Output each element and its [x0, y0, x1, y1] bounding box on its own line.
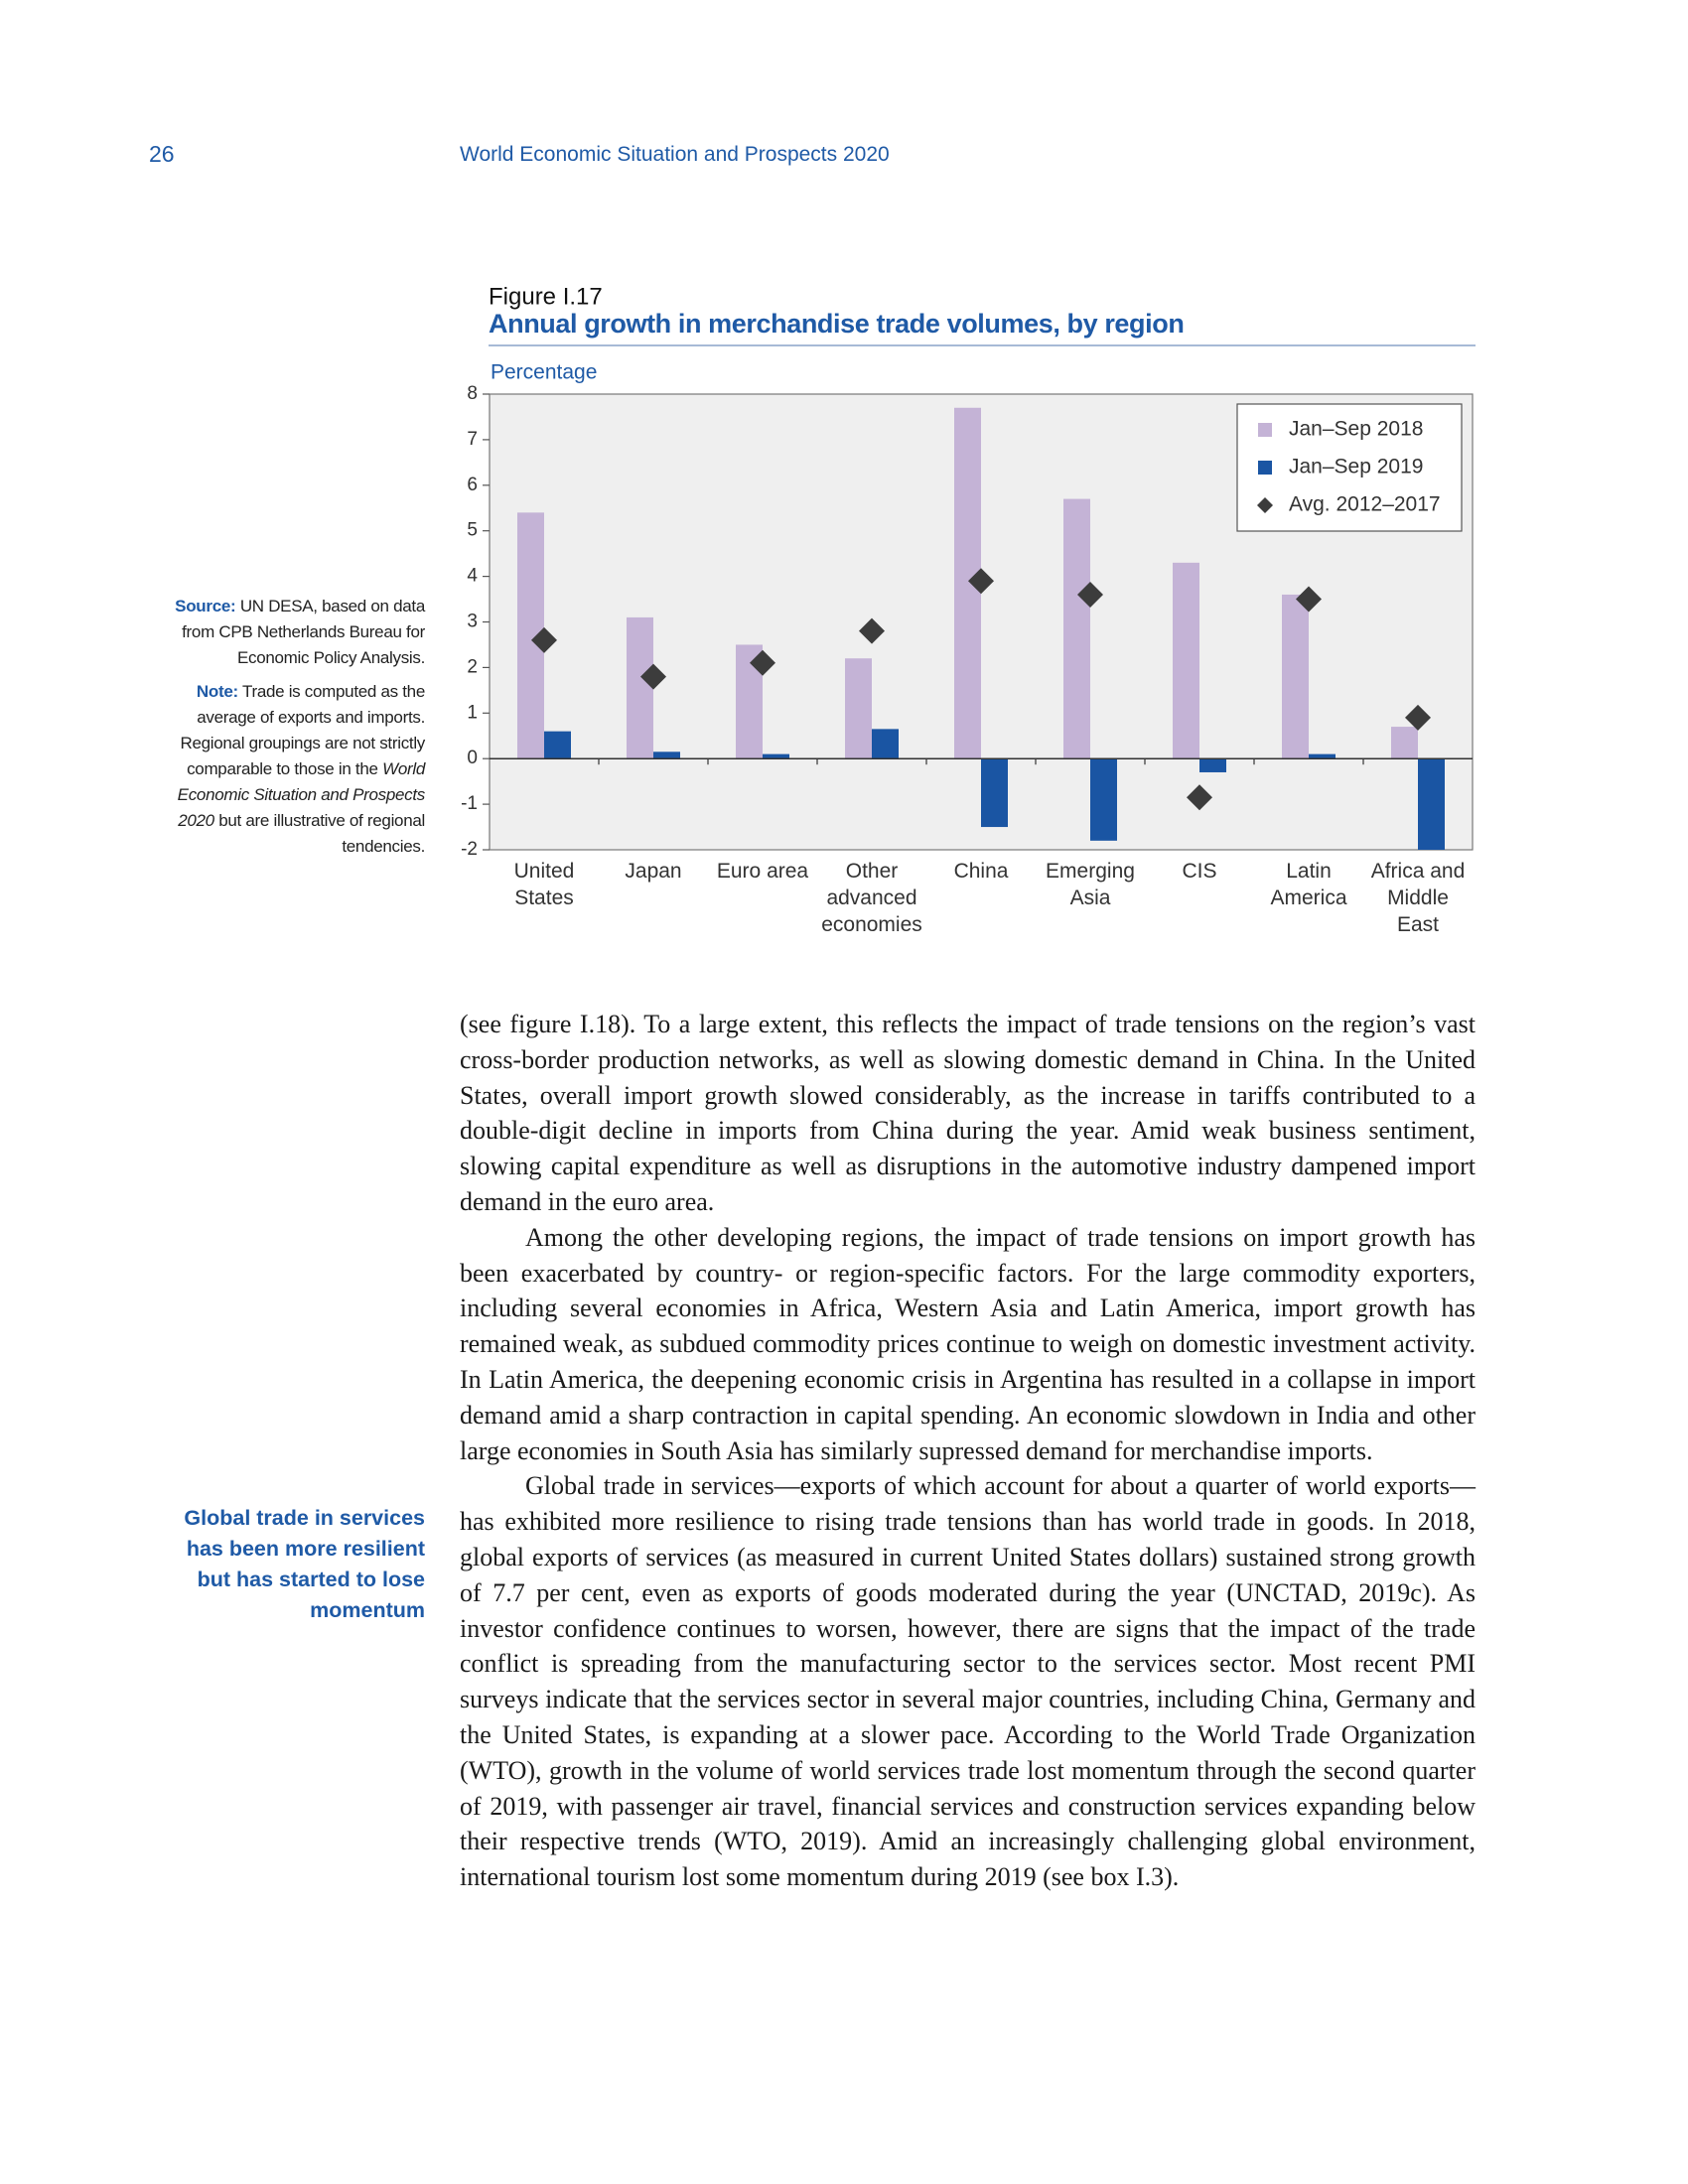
- y-tick-label: 3: [467, 612, 478, 632]
- x-tick-label: United States: [514, 860, 575, 909]
- bar: [544, 731, 571, 759]
- y-axis-label: Percentage: [491, 361, 597, 384]
- bar: [1391, 727, 1418, 759]
- bar: [653, 751, 680, 759]
- bar: [1063, 498, 1090, 759]
- note-text: but are illustrative of regional tendenc…: [218, 811, 425, 856]
- chart: Figure I.17 Annual growth in merchandise…: [461, 283, 1476, 936]
- y-tick-label: 1: [467, 702, 478, 723]
- diamond-marker: [1296, 586, 1322, 613]
- diamond-marker: [640, 663, 666, 690]
- legend-swatch: [1257, 497, 1273, 513]
- x-tick-label: CIS: [1182, 860, 1216, 883]
- note: Note: Trade is computed as the average o…: [139, 679, 426, 860]
- y-tick-label: 8: [467, 383, 478, 404]
- diamond-marker: [750, 649, 775, 676]
- note-label: Note:: [196, 682, 238, 701]
- x-tick-label: Emerging Asia: [1046, 860, 1135, 909]
- bar: [1309, 753, 1336, 759]
- paragraph: (see figure I.18). To a large extent, th…: [460, 1010, 1476, 1216]
- diamond-marker: [531, 626, 557, 653]
- y-tick-label: 5: [467, 520, 478, 541]
- figure-label: Figure I.17: [489, 283, 603, 310]
- body-text: (see figure I.18). To a large extent, th…: [460, 1007, 1476, 1895]
- bar: [845, 658, 872, 759]
- legend-label: Jan–Sep 2019: [1289, 456, 1423, 478]
- bar: [1199, 758, 1226, 772]
- x-tick-label: China: [954, 860, 1009, 883]
- x-tick-label: Euro area: [717, 860, 809, 883]
- y-tick-label: 2: [467, 656, 478, 677]
- bar: [872, 729, 899, 759]
- diamond-marker: [859, 617, 885, 644]
- y-tick-label: 0: [467, 748, 478, 768]
- diamond-marker: [968, 568, 994, 595]
- source-text: UN DESA, based on data from CPB Netherla…: [182, 597, 425, 667]
- diamond-marker: [1187, 784, 1212, 811]
- running-title: World Economic Situation and Prospects 2…: [460, 143, 890, 166]
- bar: [981, 758, 1008, 828]
- bar: [1090, 758, 1117, 841]
- bar: [763, 753, 789, 759]
- y-tick-label: 6: [467, 475, 478, 495]
- x-tick-label: Other advanced economies: [821, 860, 922, 936]
- x-tick-label: Africa and Middle East: [1371, 860, 1466, 936]
- diamond-marker: [1077, 581, 1103, 608]
- bar: [627, 616, 653, 759]
- legend-swatch: [1258, 423, 1272, 437]
- legend-swatch: [1258, 461, 1272, 475]
- legend-box: [1236, 403, 1463, 532]
- y-tick-label: 4: [467, 566, 478, 587]
- paragraph: Global trade in services—exports of whic…: [460, 1471, 1476, 1892]
- margin-heading: Global trade in services has been more r…: [184, 1506, 425, 1622]
- figure-notes: Source: UN DESA, based on data from CPB …: [139, 594, 425, 868]
- diamond-marker: [1405, 704, 1431, 731]
- y-tick-label: -1: [461, 793, 478, 814]
- bar: [1282, 594, 1309, 759]
- chart-title: Annual growth in merchandise trade volum…: [489, 309, 1184, 339]
- x-tick-label: Japan: [625, 860, 681, 883]
- page-number: 26: [149, 141, 175, 167]
- bar: [1418, 758, 1445, 850]
- bar: [1173, 562, 1199, 759]
- note-text: Trade is computed as the average of expo…: [180, 682, 425, 778]
- y-tick-label: 7: [467, 429, 478, 450]
- note-italic: World Economic Situation and Prospects 2…: [177, 759, 426, 830]
- x-tick-label: Latin America: [1270, 860, 1346, 909]
- legend-label: Avg. 2012–2017: [1289, 493, 1441, 516]
- source-label: Source:: [175, 597, 236, 615]
- legend-label: Jan–Sep 2018: [1289, 418, 1423, 441]
- y-tick-label: -2: [461, 839, 478, 860]
- paragraph: Among the other developing regions, the …: [460, 1222, 1476, 1465]
- source: Source: UN DESA, based on data from CPB …: [139, 594, 425, 671]
